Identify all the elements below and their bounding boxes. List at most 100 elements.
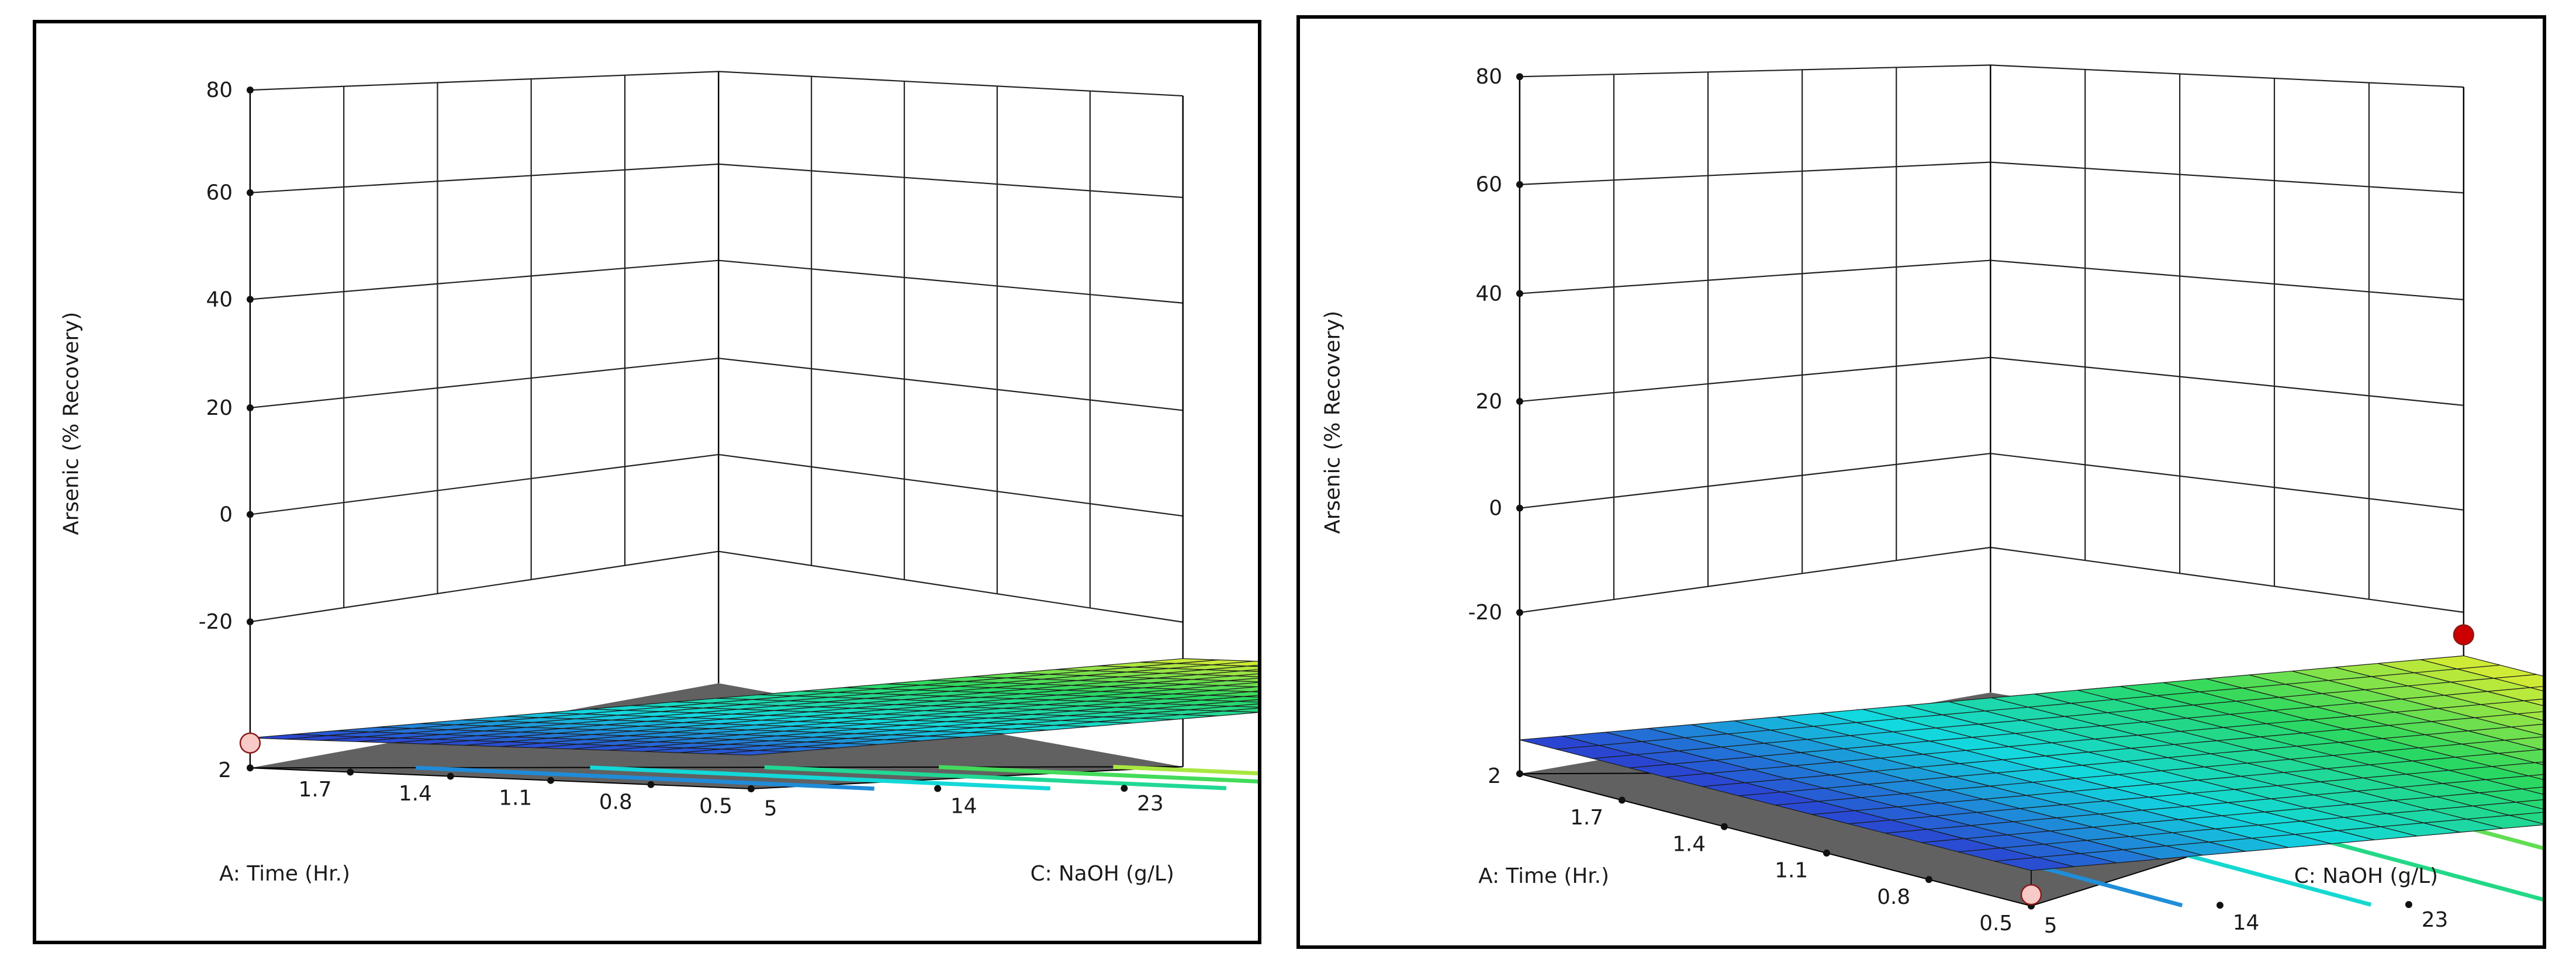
- wall-gridline: [250, 358, 1183, 411]
- surface-facet: [1228, 678, 1258, 682]
- design-point: [2453, 624, 2474, 646]
- wall-gridline: [1519, 259, 2464, 300]
- time-tick-label: 1.7: [1570, 806, 1603, 830]
- time-tick-label: 0.8: [1877, 885, 1910, 909]
- surface-facet: [2466, 815, 2543, 829]
- time-axis-title: A: Time (Hr.): [1478, 864, 1609, 888]
- z-tick-mark: [246, 404, 254, 411]
- surface-facet: [2530, 686, 2543, 691]
- naoh-tick-label: 23: [1137, 792, 1164, 816]
- response-surface: [250, 658, 1258, 756]
- time-tick-label: 1.1: [1775, 859, 1808, 883]
- z-tick-label: 80: [206, 78, 233, 102]
- surface-facet: [1235, 673, 1258, 677]
- surface-facet: [2505, 736, 2543, 750]
- z-tick-mark: [1516, 181, 1523, 188]
- z-tick-mark: [1516, 73, 1523, 81]
- naoh-tick-label: 5: [2044, 914, 2058, 938]
- surface-facet: [1244, 695, 1258, 698]
- z-tick-label: 20: [1476, 390, 1503, 414]
- contour-line: [938, 765, 1258, 784]
- design-point: [2020, 884, 2042, 906]
- wall-gridline: [250, 453, 1183, 517]
- z-tick-label: -20: [199, 610, 233, 634]
- surface-facet: [1257, 686, 1258, 688]
- time-tick-mark: [647, 781, 655, 788]
- naoh-tick-label: 5: [764, 797, 777, 821]
- z-axis-title: Arsenic (% Recovery): [60, 312, 84, 535]
- surface-facet: [2481, 700, 2543, 715]
- z-tick-mark: [1516, 290, 1523, 297]
- time-tick-label: 0.8: [599, 791, 632, 815]
- wall-gridline: [1519, 452, 2464, 511]
- time-tick-mark: [1618, 796, 1626, 804]
- time-tick-label: 1.7: [299, 778, 332, 802]
- z-tick-label: 20: [206, 396, 233, 420]
- time-tick-label: 1.4: [1672, 832, 1706, 856]
- contour-line: [1113, 764, 1258, 776]
- wall-gridline: [1519, 64, 2464, 88]
- surface-facet: [1250, 691, 1258, 692]
- time-tick-mark: [1720, 823, 1728, 830]
- surface-facet: [2479, 788, 2543, 803]
- surface-facet: [1237, 699, 1258, 703]
- surface-facet: [2473, 802, 2543, 816]
- z-tick-label: 40: [206, 287, 233, 311]
- time-tick-label: 2: [218, 758, 231, 782]
- time-tick-label: 2: [1488, 764, 1501, 788]
- time-tick-label: 1.1: [499, 786, 532, 810]
- time-tick-mark: [1516, 770, 1523, 778]
- surface-facet: [1215, 686, 1258, 692]
- wall-gridline: [250, 163, 1183, 198]
- z-tick-label: 60: [206, 181, 233, 205]
- z-tick-mark: [1516, 398, 1523, 405]
- surface-facet: [1205, 666, 1258, 671]
- surface-facet: [2498, 749, 2543, 763]
- time-tick-mark: [347, 768, 354, 776]
- surface-facet: [2487, 687, 2543, 701]
- time-axis-title: A: Time (Hr.): [219, 862, 350, 886]
- surface-plot-panel-2: 806040200-2021.71.41.10.80.551423324150A…: [1296, 15, 2546, 949]
- wall-gridline: [250, 550, 1183, 623]
- design-point: [239, 732, 261, 754]
- surface-facet: [2523, 698, 2543, 706]
- surface-facet: [1198, 670, 1258, 677]
- surface-facet: [2534, 761, 2543, 765]
- time-tick-label: 0.5: [699, 795, 732, 819]
- naoh-tick-mark: [1121, 785, 1128, 792]
- surface-facet: [2492, 762, 2543, 777]
- surface-facet: [1230, 703, 1258, 708]
- wall-gridline: [1519, 546, 2464, 614]
- surface-facet: [1241, 669, 1258, 672]
- z-tick-mark: [246, 189, 254, 196]
- time-tick-mark: [447, 772, 454, 780]
- z-tick-label: -20: [1468, 601, 1502, 625]
- surface-facet: [1247, 664, 1258, 667]
- surface-facet: [1221, 682, 1258, 688]
- surface-facet: [2485, 775, 2543, 789]
- surface-facet: [2509, 812, 2543, 824]
- surface-facet: [1181, 710, 1258, 716]
- surface-facet: [1185, 680, 1258, 686]
- time-tick-mark: [1823, 850, 1830, 857]
- surface-facet: [2528, 774, 2543, 780]
- time-tick-label: 1.4: [399, 782, 432, 806]
- surface-facet: [1188, 706, 1258, 712]
- surface-facet: [2511, 723, 2543, 736]
- response-surface: [1519, 655, 2543, 871]
- surface-facet: [1201, 696, 1258, 702]
- z-tick-label: 60: [1476, 173, 1503, 197]
- wall-gridline: [250, 71, 1183, 97]
- time-tick-label: 0.5: [1979, 911, 2013, 935]
- surface-facet: [1224, 708, 1258, 713]
- surface-facet: [1212, 660, 1258, 667]
- surface-plot-2: 806040200-2021.71.41.10.80.551423324150A…: [1321, 64, 2543, 938]
- back-wall-left: [1519, 64, 2464, 614]
- naoh-tick-mark: [2405, 901, 2412, 909]
- z-tick-label: 80: [1476, 65, 1503, 89]
- wall-gridline: [250, 259, 1183, 304]
- surface-plot-panel-1: 806040200-2021.71.41.10.80.551423324150A…: [33, 20, 1261, 944]
- wall-gridline: [1519, 356, 2464, 406]
- back-wall-left: [249, 71, 1184, 623]
- contour-line: [416, 765, 874, 791]
